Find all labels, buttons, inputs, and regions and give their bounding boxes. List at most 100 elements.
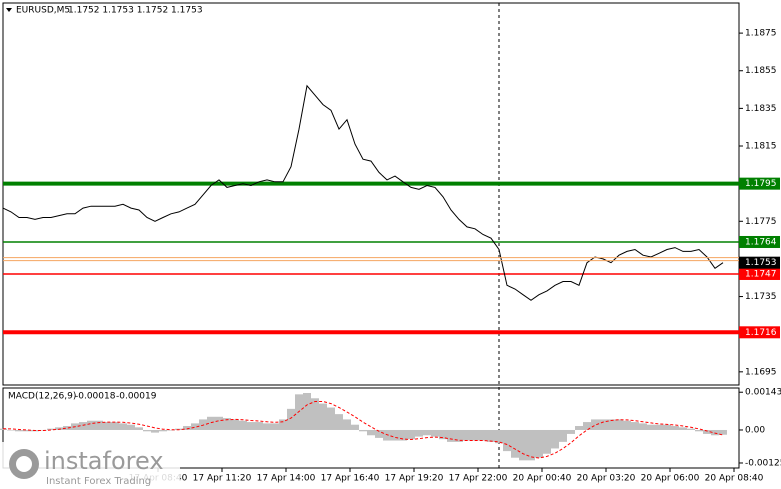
macd-bar xyxy=(111,422,119,430)
macd-bar xyxy=(703,429,711,434)
y-tick-label: 1.1695 xyxy=(745,367,777,377)
macd-bar xyxy=(623,420,631,430)
macd-bar xyxy=(119,423,127,430)
macd-bar xyxy=(335,414,343,430)
macd-bar xyxy=(327,407,335,430)
y-tick-label: 1.1735 xyxy=(745,292,777,302)
macd-bar xyxy=(487,429,495,442)
macd-bar xyxy=(519,429,527,461)
chart-subtitle: 1.1752 1.1753 1.1752 1.1753 xyxy=(68,6,203,16)
macd-bar xyxy=(511,429,519,458)
level-label: 1.1764 xyxy=(745,237,777,247)
x-tick-label: 17 Apr 19:20 xyxy=(385,474,444,484)
macd-bar xyxy=(103,422,111,430)
macd-bar xyxy=(183,426,191,430)
level-label: 1.1716 xyxy=(745,328,777,338)
macd-bar xyxy=(479,429,487,441)
y-tick-label: 1.1875 xyxy=(745,29,777,39)
macd-bar xyxy=(391,429,399,441)
macd-bar xyxy=(23,429,31,432)
x-tick-label: 17 Apr 16:40 xyxy=(321,474,380,484)
x-tick-label: 20 Apr 08:40 xyxy=(705,474,764,484)
watermark-tagline: Instant Forex Trading xyxy=(46,476,151,487)
macd-bar xyxy=(583,422,591,430)
macd-bar xyxy=(543,429,551,454)
macd-bar xyxy=(607,419,615,430)
macd-bar xyxy=(463,429,471,441)
macd-bar xyxy=(527,429,535,461)
macd-bar xyxy=(359,429,367,432)
macd-bar xyxy=(55,427,63,430)
macd-bar xyxy=(247,422,255,430)
level-tag xyxy=(739,326,780,339)
macd-bar xyxy=(639,423,647,430)
macd-bar xyxy=(343,419,351,430)
macd-bar xyxy=(191,423,199,430)
watermark-logo-inner xyxy=(16,456,32,472)
macd-bar xyxy=(551,429,559,449)
macd-bar xyxy=(719,429,727,435)
macd-bar xyxy=(87,420,95,430)
macd-bar xyxy=(431,429,439,437)
macd-bar xyxy=(447,429,455,442)
macd-bar xyxy=(455,429,463,442)
price-line xyxy=(2,84,724,301)
macd-bar xyxy=(279,419,287,430)
macd-bar xyxy=(663,424,671,430)
macd-bar xyxy=(287,408,295,430)
macd-bar xyxy=(599,419,607,430)
x-tick-label: 20 Apr 00:40 xyxy=(513,474,572,484)
macd-title: MACD(12,26,9) xyxy=(8,392,76,402)
y-tick-label: 1.1775 xyxy=(745,217,777,227)
level-tag xyxy=(739,177,780,190)
macd-bar xyxy=(399,429,407,441)
macd-bar xyxy=(319,403,327,430)
y-tick-label: 1.1835 xyxy=(745,104,777,114)
watermark-brand: instaforex xyxy=(44,447,164,475)
level-label: 1.1747 xyxy=(745,269,777,279)
macd-value: -0.00018 xyxy=(75,392,116,402)
chart-title: EURUSD,M5 xyxy=(16,6,70,16)
level-tag xyxy=(739,267,780,280)
macd-bar xyxy=(79,422,87,430)
macd-bar xyxy=(535,429,543,458)
macd-bar xyxy=(687,428,695,430)
macd-bar xyxy=(63,426,71,430)
y-tick-label: -0.00125 xyxy=(745,458,781,468)
x-tick-label: 17 Apr 11:20 xyxy=(193,474,252,484)
macd-bar xyxy=(671,426,679,430)
macd-bar xyxy=(143,429,151,432)
macd-bar xyxy=(207,416,215,430)
last-price-tag xyxy=(739,256,780,269)
macd-bar xyxy=(591,419,599,430)
macd-bar xyxy=(495,429,503,444)
macd-bar xyxy=(159,429,167,432)
macd-bar xyxy=(15,429,23,432)
macd-bar xyxy=(239,420,247,430)
macd-bar xyxy=(679,427,687,430)
macd-bar xyxy=(255,422,263,430)
menu-arrow xyxy=(6,8,12,12)
macd-bar xyxy=(223,418,231,430)
macd-bar xyxy=(647,424,655,430)
macd-bar xyxy=(407,429,415,440)
macd-bar xyxy=(47,428,55,430)
macd-bar xyxy=(151,429,159,433)
macd-bar xyxy=(375,429,383,438)
macd-bar xyxy=(383,429,391,441)
macd-bar xyxy=(615,419,623,430)
macd-bar xyxy=(471,429,479,441)
x-tick-label: 20 Apr 06:00 xyxy=(641,474,700,484)
last-price-label: 1.1753 xyxy=(745,258,777,268)
macd-bar xyxy=(135,427,143,430)
y-tick-label: 0.00143 xyxy=(745,388,781,398)
macd-bar xyxy=(95,420,103,430)
macd-bar xyxy=(439,429,447,440)
level-tag xyxy=(739,235,780,248)
x-tick-label: 17 Apr 22:00 xyxy=(449,474,508,484)
signal-line xyxy=(2,401,724,459)
macd-bar xyxy=(167,429,175,431)
macd-bar xyxy=(415,429,423,437)
